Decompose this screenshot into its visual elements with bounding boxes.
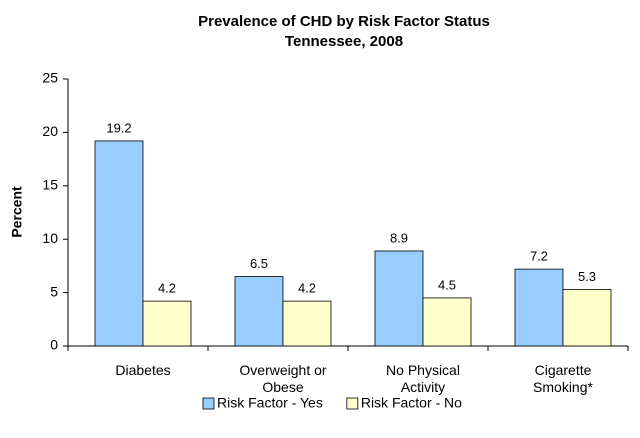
x-tick-label: Diabetes [115, 362, 171, 378]
y-tick-label: 20 [42, 123, 58, 139]
value-label: 5.3 [578, 269, 596, 284]
y-tick-label: 25 [42, 70, 58, 86]
value-label: 6.5 [250, 256, 268, 271]
x-tick-label: No Physical Activity [386, 362, 460, 395]
bar [422, 297, 472, 347]
y-tick-label: 5 [50, 283, 58, 299]
value-label: 4.2 [158, 281, 176, 296]
bar [562, 288, 612, 347]
x-tick-label: Cigarette Smoking* [533, 362, 593, 395]
legend-label: Risk Factor - Yes [217, 395, 323, 411]
value-label: 4.2 [298, 281, 316, 296]
x-tick-label: Overweight or Obese [239, 362, 327, 395]
chart-title: Prevalence of CHD by Risk Factor Status [198, 13, 490, 30]
bar [514, 268, 564, 347]
value-label: 7.2 [530, 249, 548, 264]
y-axis-label: Percent [9, 186, 25, 238]
bar [94, 140, 144, 347]
bar [374, 250, 424, 347]
value-label: 4.5 [438, 277, 456, 292]
value-label: 8.9 [390, 230, 408, 245]
bar [282, 300, 332, 347]
chart-subtitle: Tennessee, 2008 [285, 33, 403, 50]
legend-swatch [202, 397, 215, 410]
value-label: 19.2 [106, 120, 131, 135]
y-tick-label: 0 [50, 337, 58, 353]
legend-label: Risk Factor - No [361, 395, 462, 411]
bar [234, 276, 284, 347]
y-tick-label: 10 [42, 230, 58, 246]
y-tick-label: 15 [42, 177, 58, 193]
legend-swatch [346, 397, 359, 410]
bar [142, 300, 192, 347]
